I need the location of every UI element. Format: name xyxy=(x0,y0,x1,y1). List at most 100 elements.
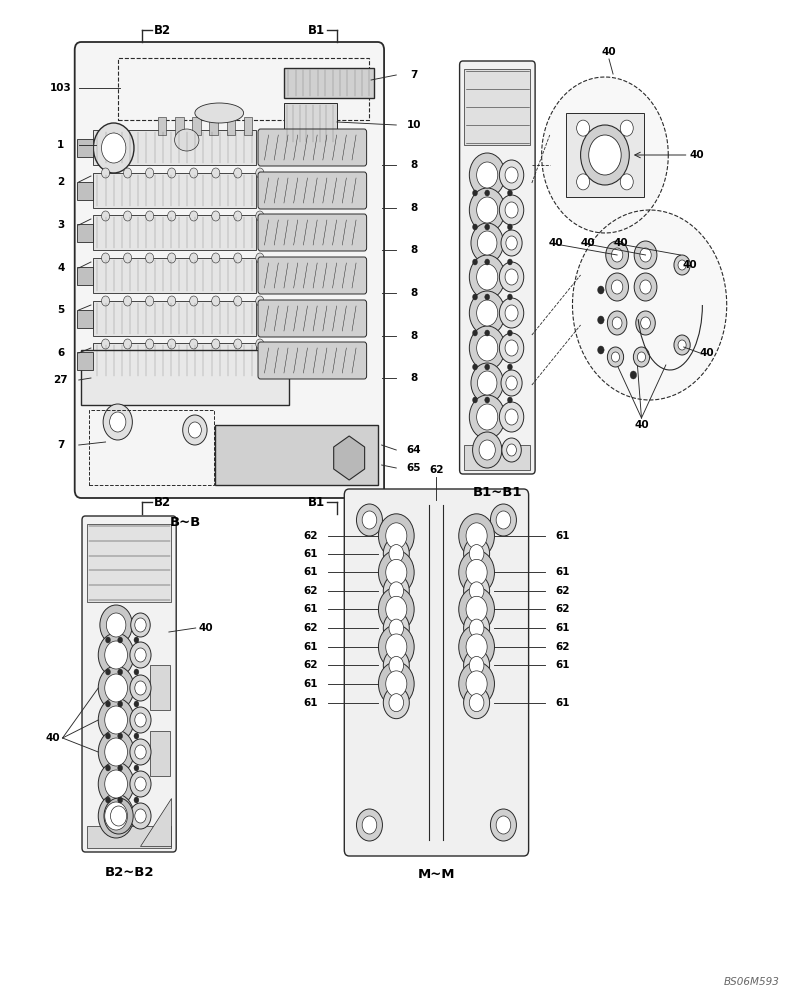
Circle shape xyxy=(103,404,132,440)
Circle shape xyxy=(134,765,139,771)
Text: 8: 8 xyxy=(410,331,417,341)
FancyBboxPatch shape xyxy=(258,129,367,166)
Bar xyxy=(226,117,234,135)
Circle shape xyxy=(135,618,146,632)
Circle shape xyxy=(597,286,603,294)
Bar xyxy=(464,69,530,145)
Text: 7: 7 xyxy=(410,70,418,80)
Circle shape xyxy=(507,224,512,230)
Circle shape xyxy=(620,174,633,190)
Circle shape xyxy=(134,733,139,739)
Text: 40: 40 xyxy=(612,238,627,248)
FancyBboxPatch shape xyxy=(82,516,176,852)
Circle shape xyxy=(167,339,175,349)
Circle shape xyxy=(472,432,501,468)
Circle shape xyxy=(484,190,489,196)
Circle shape xyxy=(507,294,512,300)
Circle shape xyxy=(469,582,483,600)
Circle shape xyxy=(470,223,503,263)
Bar xyxy=(209,117,217,135)
Circle shape xyxy=(378,587,414,631)
Text: 5: 5 xyxy=(58,305,64,315)
Text: 8: 8 xyxy=(410,288,417,298)
Circle shape xyxy=(466,523,487,549)
Circle shape xyxy=(101,339,109,349)
Text: B2: B2 xyxy=(154,495,171,508)
Circle shape xyxy=(182,415,207,445)
Circle shape xyxy=(101,253,109,263)
Circle shape xyxy=(123,168,131,178)
Polygon shape xyxy=(140,798,171,846)
Circle shape xyxy=(496,511,510,529)
Circle shape xyxy=(611,280,622,294)
FancyBboxPatch shape xyxy=(258,172,367,209)
Circle shape xyxy=(362,511,376,529)
Circle shape xyxy=(463,575,489,607)
FancyBboxPatch shape xyxy=(344,489,528,856)
Circle shape xyxy=(476,162,497,188)
FancyBboxPatch shape xyxy=(258,214,367,251)
Circle shape xyxy=(130,675,151,701)
Circle shape xyxy=(167,296,175,306)
Circle shape xyxy=(123,296,131,306)
Circle shape xyxy=(255,211,264,221)
Circle shape xyxy=(100,605,132,645)
Circle shape xyxy=(490,809,516,841)
Circle shape xyxy=(134,797,139,803)
Circle shape xyxy=(130,739,151,765)
Text: 27: 27 xyxy=(54,375,68,385)
Circle shape xyxy=(135,809,146,823)
Circle shape xyxy=(188,422,201,438)
Circle shape xyxy=(130,642,151,668)
Text: 62: 62 xyxy=(303,531,317,541)
Circle shape xyxy=(98,794,134,838)
Text: B~B: B~B xyxy=(169,516,200,528)
Circle shape xyxy=(466,596,487,622)
Circle shape xyxy=(101,168,109,178)
Circle shape xyxy=(607,311,626,335)
Circle shape xyxy=(135,745,146,759)
Circle shape xyxy=(629,371,636,379)
Circle shape xyxy=(255,253,264,263)
Circle shape xyxy=(105,637,110,643)
Circle shape xyxy=(388,656,403,674)
Circle shape xyxy=(458,662,494,706)
FancyBboxPatch shape xyxy=(459,61,534,474)
Circle shape xyxy=(572,210,726,400)
Circle shape xyxy=(505,376,517,390)
Circle shape xyxy=(673,255,689,275)
Circle shape xyxy=(484,224,489,230)
Bar xyxy=(89,410,213,485)
Bar xyxy=(93,215,256,250)
Circle shape xyxy=(130,803,151,829)
Bar xyxy=(150,665,169,710)
Bar xyxy=(77,224,93,242)
Bar xyxy=(87,826,171,848)
Text: 62: 62 xyxy=(303,586,317,596)
Text: 40: 40 xyxy=(198,623,212,633)
Circle shape xyxy=(640,317,650,329)
Circle shape xyxy=(463,538,489,570)
Circle shape xyxy=(212,339,220,349)
Circle shape xyxy=(476,264,497,290)
Circle shape xyxy=(109,412,126,432)
Circle shape xyxy=(134,637,139,643)
Bar xyxy=(150,731,169,776)
Circle shape xyxy=(597,316,603,324)
Circle shape xyxy=(145,253,153,263)
Circle shape xyxy=(633,273,656,301)
Circle shape xyxy=(504,305,517,321)
Circle shape xyxy=(135,648,146,662)
Circle shape xyxy=(385,523,406,549)
Bar xyxy=(77,139,93,157)
Circle shape xyxy=(611,317,621,329)
Circle shape xyxy=(472,294,477,300)
Circle shape xyxy=(484,294,489,300)
Text: 103: 103 xyxy=(50,83,71,93)
Text: 61: 61 xyxy=(555,531,569,541)
Circle shape xyxy=(472,259,477,265)
Circle shape xyxy=(469,545,483,563)
Circle shape xyxy=(98,762,134,806)
Circle shape xyxy=(98,666,134,710)
Circle shape xyxy=(499,195,523,225)
